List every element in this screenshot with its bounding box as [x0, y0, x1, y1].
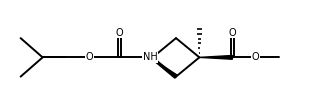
Text: NH: NH — [143, 52, 157, 62]
Text: O: O — [116, 28, 123, 38]
Text: O: O — [229, 28, 236, 38]
Text: O: O — [252, 52, 260, 62]
Polygon shape — [150, 57, 177, 78]
Polygon shape — [199, 55, 232, 59]
Text: O: O — [85, 52, 93, 62]
